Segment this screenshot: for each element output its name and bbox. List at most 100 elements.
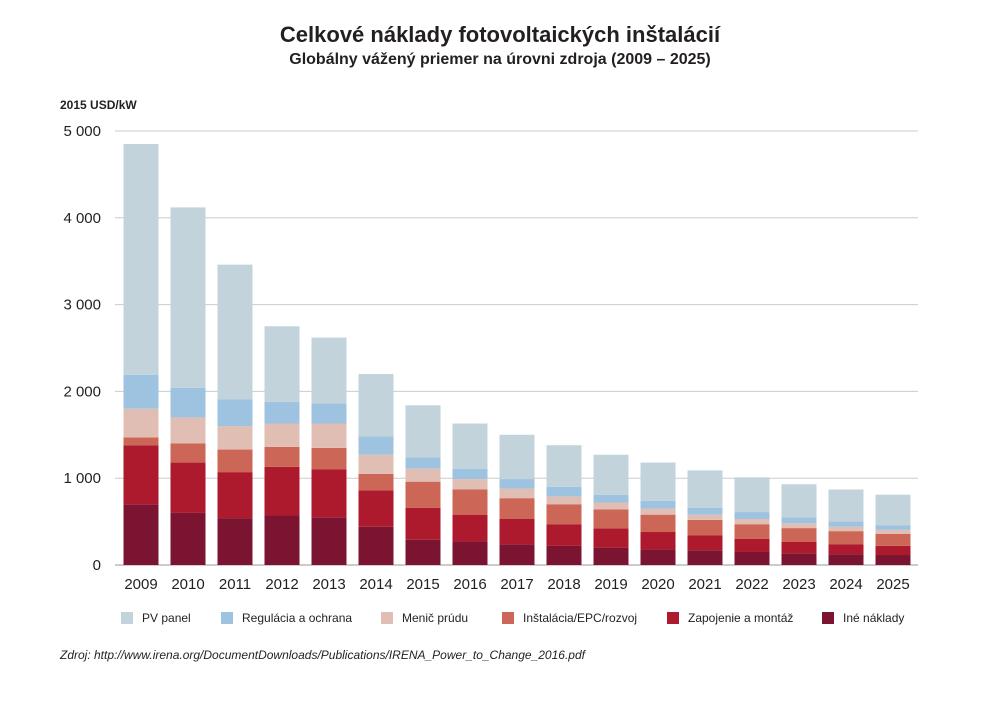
bar-segment-zapojenie-a-mont-	[781, 541, 817, 554]
x-tick-label: 2018	[547, 576, 580, 593]
bar-segment-zapojenie-a-mont-	[640, 532, 676, 550]
bar-segment-meni-pr-du	[123, 408, 159, 438]
legend-label: Iné náklady	[843, 611, 904, 625]
bar-segment-meni-pr-du	[734, 518, 770, 525]
bar-segment-meni-pr-du	[264, 423, 300, 447]
bar-segment-regul-cia-a-ochrana	[264, 401, 300, 424]
bar-segment-zapojenie-a-mont-	[734, 538, 770, 552]
bar-segment-in-n-klady	[546, 545, 582, 565]
bar-segment-pv-panel	[405, 405, 441, 458]
x-tick-label: 2023	[782, 576, 815, 593]
bar-segment-in-n-klady	[734, 551, 770, 565]
x-tick-label: 2011	[219, 576, 251, 593]
y-tick-label: 1 000	[63, 470, 101, 487]
bar-segment-regul-cia-a-ochrana	[546, 486, 582, 497]
y-tick-label: 2 000	[63, 383, 101, 400]
x-tick-label: 2016	[453, 576, 486, 593]
x-tick-label: 2017	[500, 576, 533, 593]
bar-segment-meni-pr-du	[499, 488, 535, 499]
bar-segment-in-tal-cia-epc-rozvoj	[452, 489, 488, 515]
bar-segment-in-n-klady	[875, 555, 911, 565]
x-tick-label: 2013	[312, 576, 345, 593]
bar-segment-regul-cia-a-ochrana	[217, 399, 253, 427]
legend-swatch	[822, 612, 834, 624]
bar-segment-in-tal-cia-epc-rozvoj	[593, 509, 629, 529]
bar-segment-regul-cia-a-ochrana	[734, 512, 770, 519]
bar-segment-in-tal-cia-epc-rozvoj	[781, 528, 817, 542]
chart-title: Celkové náklady fotovoltaických inštalác…	[279, 22, 721, 47]
y-tick-label: 0	[93, 557, 101, 574]
bar-segment-zapojenie-a-mont-	[311, 469, 347, 518]
bar-segment-pv-panel	[546, 445, 582, 487]
bar-segment-in-tal-cia-epc-rozvoj	[405, 481, 441, 508]
bar-segment-in-n-klady	[687, 550, 723, 565]
bar-segment-pv-panel	[640, 462, 676, 501]
bar-segment-in-tal-cia-epc-rozvoj	[687, 519, 723, 536]
bar-segment-in-n-klady	[828, 554, 864, 565]
bar-segment-in-n-klady	[123, 504, 159, 565]
bar-segment-pv-panel	[499, 434, 535, 480]
bar-segment-regul-cia-a-ochrana	[875, 525, 911, 530]
bar-segment-in-tal-cia-epc-rozvoj	[358, 473, 394, 491]
bar-segment-pv-panel	[452, 423, 488, 469]
bar-segment-in-n-klady	[640, 549, 676, 565]
bar-segment-pv-panel	[828, 489, 864, 522]
legend-swatch	[121, 612, 133, 624]
bar-segment-regul-cia-a-ochrana	[311, 403, 347, 424]
bar-segment-regul-cia-a-ochrana	[358, 436, 394, 455]
legend-swatch	[667, 612, 679, 624]
y-tick-label: 3 000	[63, 297, 101, 314]
bar-segment-in-n-klady	[217, 518, 253, 565]
x-tick-label: 2024	[829, 576, 862, 593]
bar-segment-zapojenie-a-mont-	[687, 535, 723, 551]
bar-segment-in-n-klady	[358, 526, 394, 565]
x-tick-label: 2020	[641, 576, 674, 593]
bar-segment-in-tal-cia-epc-rozvoj	[311, 447, 347, 470]
bar-segment-zapojenie-a-mont-	[828, 544, 864, 555]
legend-swatch	[502, 612, 514, 624]
bar-segment-meni-pr-du	[452, 479, 488, 490]
bar-segment-meni-pr-du	[217, 426, 253, 450]
bar-segment-regul-cia-a-ochrana	[452, 468, 488, 480]
source-note: Zdroj: http://www.irena.org/DocumentDown…	[60, 648, 585, 662]
bar-segment-meni-pr-du	[358, 454, 394, 474]
bar-segment-pv-panel	[734, 477, 770, 513]
bar-segment-zapojenie-a-mont-	[217, 472, 253, 519]
legend-label: Inštalácia/EPC/rozvoj	[523, 611, 637, 625]
bar-segment-in-tal-cia-epc-rozvoj	[123, 437, 159, 446]
y-tick-label: 4 000	[63, 210, 101, 227]
bar-segment-meni-pr-du	[781, 523, 817, 529]
bar-segment-zapojenie-a-mont-	[405, 507, 441, 540]
bar-segment-meni-pr-du	[546, 496, 582, 505]
bar-segment-meni-pr-du	[640, 508, 676, 515]
legend-label: Zapojenie a montáž	[688, 611, 793, 625]
y-axis-ticks: 0 1 000 2 000 3 000 4 000 5 000	[63, 123, 101, 574]
x-tick-label: 2015	[406, 576, 439, 593]
bar-segment-zapojenie-a-mont-	[593, 528, 629, 548]
bar-segment-meni-pr-du	[875, 529, 911, 534]
bar-segment-zapojenie-a-mont-	[170, 462, 206, 513]
x-tick-label: 2025	[876, 576, 909, 593]
legend-swatch	[221, 612, 233, 624]
bar-segment-in-tal-cia-epc-rozvoj	[264, 446, 300, 467]
bar-segment-zapojenie-a-mont-	[358, 490, 394, 527]
x-tick-label: 2021	[688, 576, 721, 593]
bar-segment-zapojenie-a-mont-	[499, 518, 535, 545]
bar-segment-meni-pr-du	[311, 423, 347, 448]
bar-segment-pv-panel	[217, 264, 253, 400]
x-tick-label: 2012	[265, 576, 298, 593]
bar-segment-zapojenie-a-mont-	[875, 545, 911, 556]
bar-segment-zapojenie-a-mont-	[264, 466, 300, 516]
bar-segment-in-tal-cia-epc-rozvoj	[640, 514, 676, 533]
bar-segment-zapojenie-a-mont-	[546, 524, 582, 546]
bar-segment-meni-pr-du	[170, 417, 206, 444]
legend-label: Menič prúdu	[402, 611, 468, 625]
x-axis-ticks: 2009 2010 2011 2012 2013 2014 2015 2016 2017 2018…	[124, 576, 909, 593]
bar-segment-in-tal-cia-epc-rozvoj	[499, 498, 535, 519]
bar-segment-regul-cia-a-ochrana	[687, 507, 723, 515]
bar-segment-in-tal-cia-epc-rozvoj	[828, 531, 864, 545]
bar-segment-zapojenie-a-mont-	[452, 514, 488, 542]
x-tick-label: 2014	[359, 576, 392, 593]
bar-segment-regul-cia-a-ochrana	[499, 479, 535, 489]
legend: PV panel Regulácia a ochrana Menič prúdu In…	[121, 611, 904, 625]
